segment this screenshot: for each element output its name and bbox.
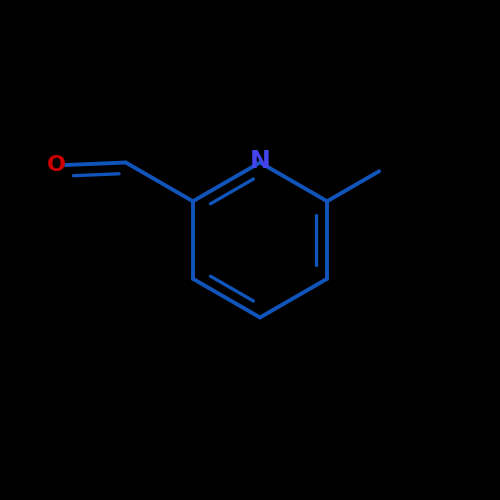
Text: N: N xyxy=(250,149,270,173)
Text: O: O xyxy=(48,155,66,175)
